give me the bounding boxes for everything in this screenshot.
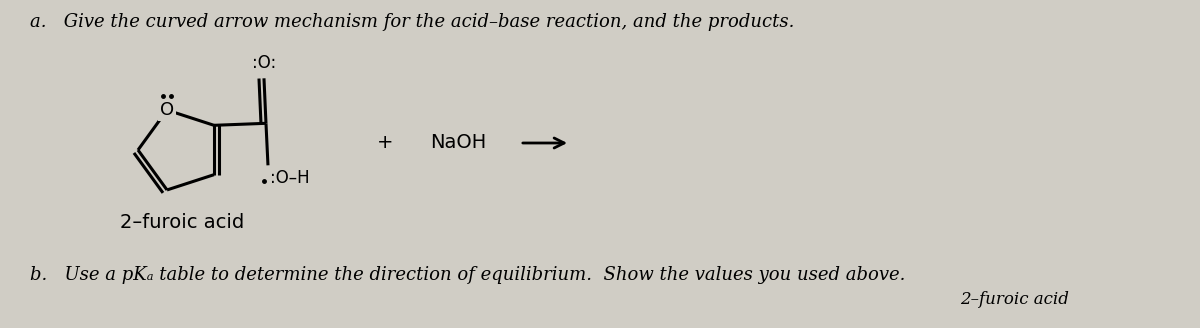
Text: O: O (160, 101, 174, 119)
Text: 2–furoic acid: 2–furoic acid (960, 291, 1069, 308)
Text: NaOH: NaOH (430, 133, 486, 153)
Text: :O–H: :O–H (270, 169, 310, 187)
Text: a.   Give the curved arrow mechanism for the acid–base reaction, and the product: a. Give the curved arrow mechanism for t… (30, 13, 794, 31)
Text: b.   Use a pKₐ table to determine the direction of equilibrium.  Show the values: b. Use a pKₐ table to determine the dire… (30, 266, 905, 284)
Text: +: + (377, 133, 394, 153)
Text: :O:: :O: (252, 54, 276, 72)
Text: 2–furoic acid: 2–furoic acid (120, 213, 245, 232)
